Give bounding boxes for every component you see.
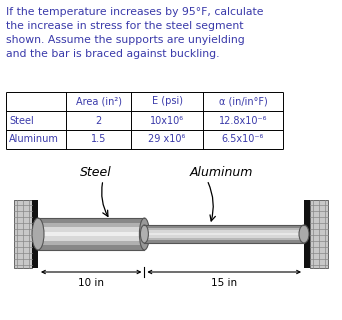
Bar — [144, 233, 304, 235]
Bar — [38, 241, 144, 245]
Bar — [144, 238, 304, 240]
Ellipse shape — [141, 225, 148, 243]
Text: Aluminum: Aluminum — [190, 165, 253, 179]
Bar — [14, 200, 32, 268]
Text: If the temperature increases by 95°F, calculate
the increase in stress for the s: If the temperature increases by 95°F, ca… — [6, 7, 263, 59]
Text: Aluminum: Aluminum — [9, 134, 59, 145]
Bar — [144, 225, 304, 228]
Bar — [38, 232, 144, 236]
Text: 29 x10⁶: 29 x10⁶ — [148, 134, 186, 145]
Bar — [310, 200, 328, 268]
Bar — [38, 227, 144, 232]
Bar — [32, 200, 38, 268]
Text: α (in/in°F): α (in/in°F) — [219, 97, 267, 107]
Bar — [38, 236, 144, 241]
Bar — [38, 218, 144, 223]
Bar — [14, 200, 32, 268]
Bar — [304, 200, 310, 268]
Text: E (psi): E (psi) — [152, 97, 183, 107]
Text: Area (in²): Area (in²) — [76, 97, 121, 107]
Text: 1.5: 1.5 — [91, 134, 106, 145]
Bar — [144, 230, 304, 233]
Bar — [310, 200, 328, 268]
Ellipse shape — [140, 218, 149, 250]
Bar — [38, 223, 144, 227]
Bar — [144, 228, 304, 230]
Bar — [144, 240, 304, 243]
Bar — [144, 235, 304, 238]
Text: 10x10⁶: 10x10⁶ — [150, 116, 184, 125]
Text: 10 in: 10 in — [78, 278, 104, 288]
Ellipse shape — [32, 218, 44, 250]
Text: 15 in: 15 in — [211, 278, 237, 288]
Text: 2: 2 — [95, 116, 102, 125]
Bar — [38, 245, 144, 250]
Text: 12.8x10⁻⁶: 12.8x10⁻⁶ — [219, 116, 267, 125]
Text: Steel: Steel — [9, 116, 34, 125]
Ellipse shape — [299, 225, 309, 243]
Text: Steel: Steel — [80, 165, 112, 179]
Text: 6.5x10⁻⁶: 6.5x10⁻⁶ — [222, 134, 264, 145]
